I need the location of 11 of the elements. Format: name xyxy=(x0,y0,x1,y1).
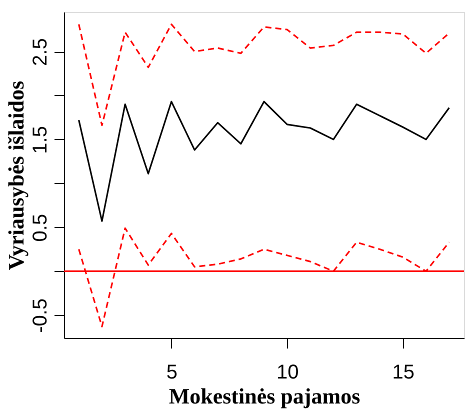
x-tick-label: 15 xyxy=(392,362,415,384)
y-tick-label: -0.5 xyxy=(30,298,52,333)
y-tick-label: 2.5 xyxy=(30,38,52,66)
x-tick-label: 5 xyxy=(166,362,178,384)
y-tick-label: 0.5 xyxy=(30,214,52,242)
x-tick-label: 10 xyxy=(276,362,299,384)
x-axis-title: Mokestinės pajamos xyxy=(168,384,361,408)
y-axis-title: Vyriausybės išlaidos xyxy=(4,80,28,270)
line-series xyxy=(78,100,450,222)
line-series xyxy=(78,24,450,126)
y-tick-label: 1.5 xyxy=(30,126,52,154)
